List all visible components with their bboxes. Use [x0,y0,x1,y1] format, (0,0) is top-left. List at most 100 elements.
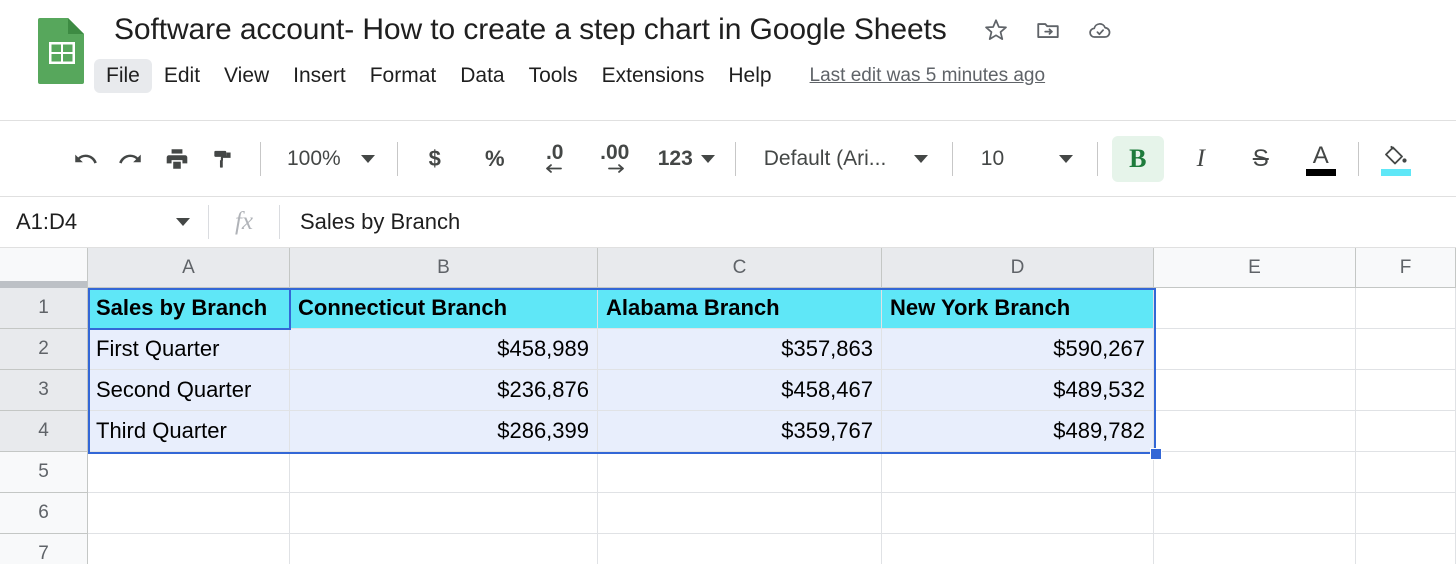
table-row: 1 Sales by Branch Connecticut Branch Ala… [0,288,1456,329]
table-row: 6 [0,493,1456,534]
cell-f2[interactable] [1356,329,1456,370]
cell-c3[interactable]: $458,467 [598,370,882,411]
cell-a1[interactable]: Sales by Branch [88,288,290,329]
cell-e5[interactable] [1154,452,1356,493]
cell-f7[interactable] [1356,534,1456,564]
menu-item-data[interactable]: Data [460,64,505,87]
cell-f3[interactable] [1356,370,1456,411]
menu-bar: File Edit View Insert Format Data Tools … [94,56,1456,96]
row-header-3[interactable]: 3 [0,370,88,411]
fill-handle[interactable] [1150,448,1162,460]
cell-d4[interactable]: $489,782 [882,411,1154,452]
cell-c2[interactable]: $357,863 [598,329,882,370]
cell-b1[interactable]: Connecticut Branch [290,288,598,329]
cell-d2[interactable]: $590,267 [882,329,1154,370]
move-to-folder-icon[interactable] [1035,17,1061,43]
row-header-5[interactable]: 5 [0,452,88,493]
cell-b6[interactable] [290,493,598,534]
last-edit-status[interactable]: Last edit was 5 minutes ago [809,65,1046,86]
cell-e7[interactable] [1154,534,1356,564]
menu-item-extensions[interactable]: Extensions [601,64,705,87]
cell-f4[interactable] [1356,411,1456,452]
cell-d3[interactable]: $489,532 [882,370,1154,411]
cell-a5[interactable] [88,452,290,493]
cell-b5[interactable] [290,452,598,493]
menu-item-edit[interactable]: Edit [163,64,201,87]
cell-a4[interactable]: Third Quarter [88,411,290,452]
cell-d7[interactable] [882,534,1154,564]
row-header-7[interactable]: 7 [0,534,88,564]
undo-button[interactable] [62,136,108,182]
menu-item-tools[interactable]: Tools [528,64,578,87]
row-header-6[interactable]: 6 [0,493,88,534]
title-row: Software account- How to create a step c… [114,8,1456,52]
cell-f6[interactable] [1356,493,1456,534]
paint-format-button[interactable] [200,136,246,182]
cell-e1[interactable] [1154,288,1356,329]
cell-b4[interactable]: $286,399 [290,411,598,452]
cell-b3[interactable]: $236,876 [290,370,598,411]
cell-e2[interactable] [1154,329,1356,370]
cell-f5[interactable] [1356,452,1456,493]
cell-c5[interactable] [598,452,882,493]
cell-c4[interactable]: $359,767 [598,411,882,452]
cell-a3[interactable]: Second Quarter [88,370,290,411]
cell-c6[interactable] [598,493,882,534]
select-all-corner[interactable] [0,248,88,288]
text-color-swatch [1305,169,1336,176]
menu-item-file[interactable]: File [94,59,152,93]
name-box[interactable]: A1:D4 [0,197,208,247]
spacer [578,158,592,159]
text-color-button[interactable]: A [1298,136,1344,182]
column-header-a[interactable]: A [88,248,290,288]
cell-d1[interactable]: New York Branch [882,288,1154,329]
row-header-1[interactable]: 1 [0,288,88,329]
document-title[interactable]: Software account- How to create a step c… [114,13,947,46]
chevron-down-icon [1058,154,1073,163]
strikethrough-button[interactable]: S [1238,136,1284,182]
row-header-4[interactable]: 4 [0,411,88,452]
star-icon[interactable] [983,17,1009,43]
cell-a7[interactable] [88,534,290,564]
print-button[interactable] [154,136,200,182]
fill-color-button[interactable] [1373,136,1419,182]
column-header-d[interactable]: D [882,248,1154,288]
cell-e6[interactable] [1154,493,1356,534]
column-header-c[interactable]: C [598,248,882,288]
cell-b7[interactable] [290,534,598,564]
cell-f1[interactable] [1356,288,1456,329]
menu-item-insert[interactable]: Insert [293,64,346,87]
menu-item-view[interactable]: View [224,64,270,87]
row-header-2[interactable]: 2 [0,329,88,370]
formula-input[interactable]: Sales by Branch [300,209,461,234]
redo-button[interactable] [108,136,154,182]
cell-d6[interactable] [882,493,1154,534]
percent-format-button[interactable]: % [472,136,518,182]
decrease-decimal-button[interactable]: .0 [532,136,578,182]
menu-item-help[interactable]: Help [728,64,772,87]
cell-e3[interactable] [1154,370,1356,411]
menu-item-format[interactable]: Format [369,64,437,87]
bold-button[interactable]: B [1111,135,1164,182]
google-sheets-logo-icon[interactable] [36,16,88,88]
column-header-e[interactable]: E [1154,248,1356,288]
italic-button[interactable]: I [1178,136,1224,182]
cell-d5[interactable] [882,452,1154,493]
increase-decimal-button[interactable]: .00 [592,136,638,182]
cell-a6[interactable] [88,493,290,534]
toolbar-divider [396,141,398,176]
zoom-control[interactable]: 100% [275,136,383,182]
cloud-saved-icon[interactable] [1087,17,1113,43]
cell-c7[interactable] [598,534,882,564]
cell-e4[interactable] [1154,411,1356,452]
cell-c1[interactable]: Alabama Branch [598,288,882,329]
font-family-select[interactable]: Default (Ari... [750,136,938,182]
more-formats-button[interactable]: 123 [652,136,721,182]
cell-b2[interactable]: $458,989 [290,329,598,370]
column-header-b[interactable]: B [290,248,598,288]
fx-icon[interactable]: fx [234,208,254,235]
cell-a2[interactable]: First Quarter [88,329,290,370]
font-size-select[interactable]: 10 [967,136,1083,182]
column-header-f[interactable]: F [1356,248,1456,288]
currency-format-button[interactable]: $ [412,136,458,182]
